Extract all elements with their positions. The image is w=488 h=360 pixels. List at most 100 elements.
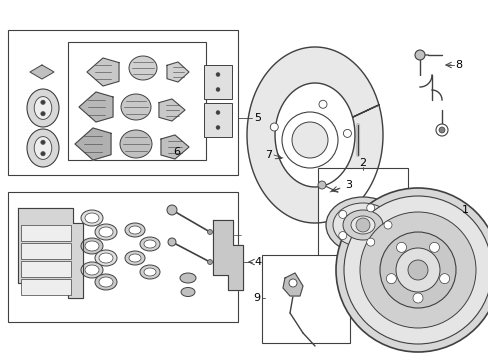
Ellipse shape xyxy=(121,94,151,120)
Circle shape xyxy=(338,231,346,240)
Polygon shape xyxy=(246,47,382,223)
Text: 8: 8 xyxy=(454,60,461,70)
Ellipse shape xyxy=(81,262,103,278)
Circle shape xyxy=(167,205,177,215)
Circle shape xyxy=(41,112,45,116)
Circle shape xyxy=(383,221,391,229)
Ellipse shape xyxy=(81,210,103,226)
Circle shape xyxy=(366,204,374,212)
Ellipse shape xyxy=(85,265,99,275)
Text: 3: 3 xyxy=(345,180,351,190)
Ellipse shape xyxy=(125,251,145,265)
Ellipse shape xyxy=(99,227,113,237)
Circle shape xyxy=(338,210,346,219)
Bar xyxy=(203,65,231,99)
Circle shape xyxy=(359,212,475,328)
Bar xyxy=(21,279,71,295)
Bar xyxy=(68,42,205,160)
Circle shape xyxy=(168,238,176,246)
Ellipse shape xyxy=(95,274,117,290)
Circle shape xyxy=(216,126,220,130)
Circle shape xyxy=(317,181,325,189)
Polygon shape xyxy=(87,58,119,86)
Circle shape xyxy=(414,50,424,60)
Text: 5: 5 xyxy=(253,113,261,123)
Circle shape xyxy=(216,72,220,77)
Bar xyxy=(21,261,71,277)
Ellipse shape xyxy=(180,273,196,283)
Circle shape xyxy=(41,152,45,156)
Circle shape xyxy=(282,112,337,168)
Circle shape xyxy=(216,111,220,114)
Text: 9: 9 xyxy=(252,293,260,303)
Circle shape xyxy=(407,260,427,280)
Bar xyxy=(8,192,238,322)
Circle shape xyxy=(412,293,422,303)
Polygon shape xyxy=(18,208,83,298)
Bar xyxy=(21,225,71,241)
Circle shape xyxy=(216,87,220,91)
Circle shape xyxy=(270,123,278,131)
Ellipse shape xyxy=(27,129,59,167)
Ellipse shape xyxy=(120,130,152,158)
Ellipse shape xyxy=(140,265,160,279)
Polygon shape xyxy=(159,99,184,121)
Ellipse shape xyxy=(129,56,157,80)
Polygon shape xyxy=(167,62,189,82)
Circle shape xyxy=(318,100,326,108)
Bar xyxy=(203,103,231,137)
Text: 7: 7 xyxy=(264,150,271,160)
Ellipse shape xyxy=(95,224,117,240)
Circle shape xyxy=(343,129,351,138)
Bar xyxy=(21,243,71,259)
Ellipse shape xyxy=(181,288,195,297)
Circle shape xyxy=(335,188,488,352)
Text: 2: 2 xyxy=(359,158,366,168)
Ellipse shape xyxy=(140,237,160,251)
Circle shape xyxy=(355,218,369,232)
Ellipse shape xyxy=(27,89,59,127)
Circle shape xyxy=(343,196,488,344)
Text: 6: 6 xyxy=(173,147,180,157)
Polygon shape xyxy=(79,92,113,122)
Ellipse shape xyxy=(99,253,113,263)
Circle shape xyxy=(438,127,444,133)
Polygon shape xyxy=(213,220,243,290)
Circle shape xyxy=(428,242,439,252)
Ellipse shape xyxy=(34,96,52,120)
Ellipse shape xyxy=(342,210,382,240)
Ellipse shape xyxy=(95,250,117,266)
Circle shape xyxy=(395,248,439,292)
Ellipse shape xyxy=(350,216,374,234)
Ellipse shape xyxy=(85,241,99,251)
Ellipse shape xyxy=(332,203,392,247)
Polygon shape xyxy=(30,65,54,79)
Ellipse shape xyxy=(81,238,103,254)
Ellipse shape xyxy=(125,223,145,237)
Polygon shape xyxy=(161,135,189,159)
Text: 1: 1 xyxy=(461,205,468,215)
Text: 4: 4 xyxy=(253,257,261,267)
Circle shape xyxy=(41,140,45,145)
Ellipse shape xyxy=(143,268,156,276)
Circle shape xyxy=(207,260,212,265)
Circle shape xyxy=(366,238,374,246)
Ellipse shape xyxy=(143,240,156,248)
Circle shape xyxy=(386,274,396,284)
Bar xyxy=(317,168,407,258)
Polygon shape xyxy=(283,273,303,296)
Ellipse shape xyxy=(129,254,141,262)
Ellipse shape xyxy=(34,136,52,159)
Ellipse shape xyxy=(325,197,399,253)
Circle shape xyxy=(396,242,406,252)
Circle shape xyxy=(41,100,45,104)
Circle shape xyxy=(435,124,447,136)
Polygon shape xyxy=(75,128,111,160)
Circle shape xyxy=(207,230,212,234)
Circle shape xyxy=(291,122,327,158)
Circle shape xyxy=(379,232,455,308)
Bar xyxy=(8,30,238,175)
Circle shape xyxy=(439,274,448,284)
Circle shape xyxy=(288,279,296,287)
Ellipse shape xyxy=(99,277,113,287)
